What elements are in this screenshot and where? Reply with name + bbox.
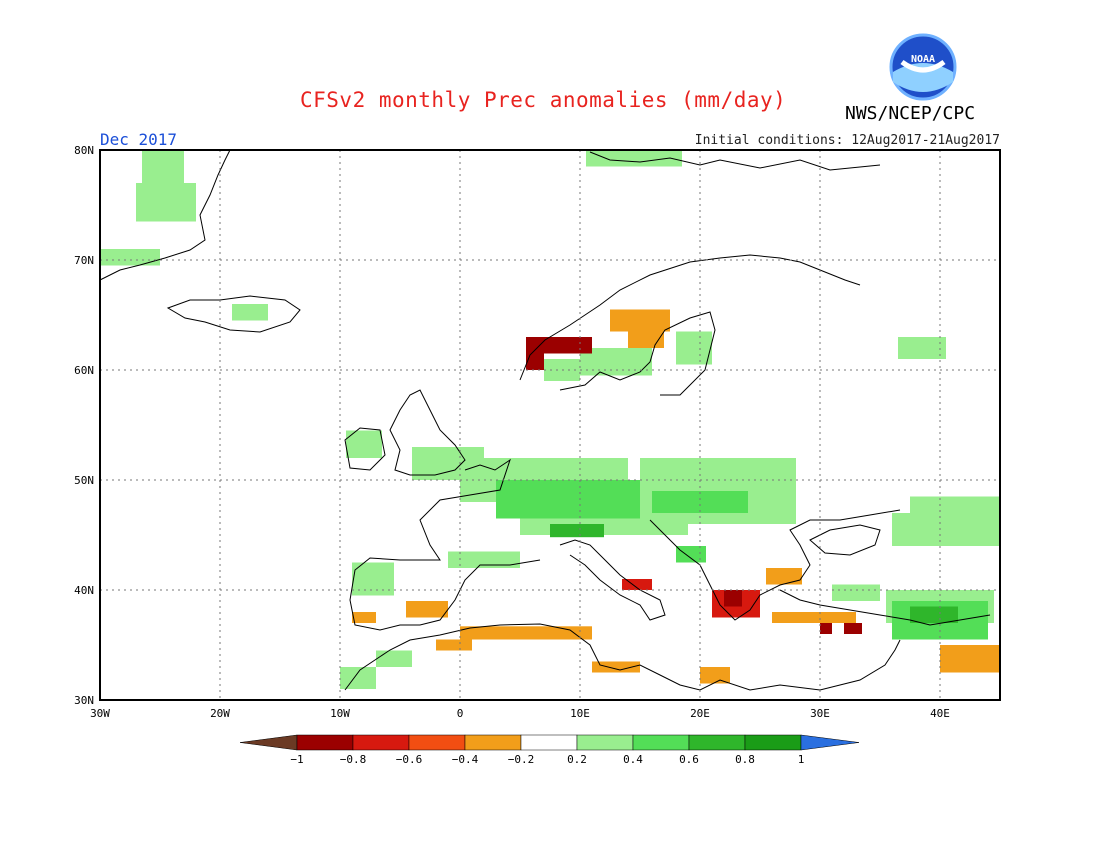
colorbar-bin	[464, 734, 522, 751]
lon-tick-label: 10E	[570, 707, 590, 720]
lat-tick-label: 40N	[74, 584, 94, 597]
anomaly-cell-neg-strong	[724, 590, 742, 607]
coast-scandinavia	[519, 254, 861, 381]
anomaly-cell-pos-weak	[832, 584, 880, 601]
lat-tick-label: 30N	[74, 694, 94, 707]
anomaly-cell-neg-weak	[700, 667, 730, 684]
anomaly-cell-pos-weak	[346, 430, 382, 458]
anomaly-cell-pos-weak	[340, 667, 376, 689]
anomaly-cell-neg-weak	[628, 326, 664, 348]
coast-baltic	[559, 311, 716, 396]
colorbar-bin	[352, 734, 410, 751]
coast-svalbard	[589, 151, 881, 171]
noaa-logo-text: NOAA	[911, 54, 935, 65]
lon-tick-label: 40E	[930, 707, 950, 720]
coast-balkans	[649, 509, 901, 621]
colorbar-tick-label: −0.4	[452, 753, 479, 766]
anomaly-cell-neg-weak	[406, 601, 448, 618]
anomaly-cell-pos-mid	[676, 546, 706, 563]
anomaly-cell-neg-mid	[622, 579, 652, 590]
anomaly-cell-neg-weak	[766, 568, 802, 585]
agency-label: NWS/NCEP/CPC	[845, 103, 976, 124]
anomaly-cell-neg-weak	[460, 626, 592, 640]
anomaly-cell-neg-weak	[940, 645, 1000, 673]
colorbar-legend: −1 −0.8 −0.6 −0.4 −0.2 0.2 0.4 0.6 0.8 1	[239, 734, 860, 766]
figure-title: CFSv2 monthly Prec anomalies (mm/day)	[300, 88, 787, 112]
anomaly-cell-pos-weak	[676, 331, 712, 365]
colorbar-tick-label: −0.2	[508, 753, 535, 766]
colorbar-bin	[576, 734, 634, 751]
map-frame	[99, 149, 1001, 701]
colorbar-tick-label: 0.8	[735, 753, 755, 766]
colorbar-tick-label: 0.6	[679, 753, 699, 766]
anomaly-cell-neg-strong	[844, 623, 862, 634]
anomaly-cell-pos-mid	[652, 491, 748, 513]
lat-tick-label: 70N	[74, 254, 94, 267]
coast-italy	[559, 539, 666, 621]
colorbar-bin	[744, 734, 802, 751]
colorbar-tick-label: 0.2	[567, 753, 587, 766]
coast-north-africa	[344, 623, 901, 691]
anomaly-cell-pos-weak	[142, 150, 184, 183]
colorbar-tick-label: −0.8	[340, 753, 367, 766]
lat-tick-label: 80N	[74, 144, 94, 157]
lon-tick-label: 10W	[330, 707, 350, 720]
lat-tick-label: 50N	[74, 474, 94, 487]
anomaly-cell-neg-strong	[544, 337, 592, 354]
colorbar-bin	[688, 734, 746, 751]
anomaly-cell-pos-weak	[100, 249, 160, 266]
anomaly-cell-neg-strong	[526, 337, 544, 370]
colorbar-tick-label: −1	[290, 753, 303, 766]
anomaly-cell-pos-strong	[910, 606, 958, 623]
coast-france-iberia	[349, 458, 541, 631]
coast-britain	[389, 389, 466, 476]
anomaly-cell-pos-weak	[136, 183, 196, 222]
colorbar-bin	[632, 734, 690, 751]
colorbar-above-triangle	[800, 734, 860, 751]
anomaly-cell-pos-strong	[550, 524, 604, 538]
initial-conditions: Initial conditions: 12Aug2017-21Aug2017	[694, 133, 1000, 148]
lon-tick-label: 20E	[690, 707, 710, 720]
anomaly-cell-pos-weak	[586, 150, 682, 167]
anomaly-cell-pos-weak	[232, 304, 268, 321]
anomaly-cell-neg-strong	[820, 623, 832, 634]
colorbar-bin	[296, 734, 354, 751]
anomaly-cell-pos-mid	[496, 480, 640, 519]
lon-tick-label: 30W	[90, 707, 110, 720]
anomaly-cell-pos-weak	[376, 650, 412, 667]
colorbar-bin	[408, 734, 466, 751]
forecast-period: Dec 2017	[100, 130, 178, 149]
anomaly-cell-neg-weak	[436, 639, 472, 651]
coastlines	[99, 149, 991, 691]
anomaly-cell-neg-weak	[352, 612, 376, 623]
lon-tick-label: 30E	[810, 707, 830, 720]
coast-iceland	[166, 295, 301, 333]
anomaly-cell-pos-weak	[892, 513, 1000, 546]
anomaly-cell-neg-weak	[592, 661, 640, 673]
anomaly-cell-pos-weak	[898, 337, 946, 359]
colorbar-tick-label: 0.4	[623, 753, 643, 766]
lon-tick-label: 0	[457, 707, 464, 720]
coast-ireland	[344, 427, 386, 471]
colorbar-tick-label: −0.6	[396, 753, 423, 766]
anomaly-cell-pos-weak	[448, 551, 520, 568]
colorbar-below-triangle	[239, 734, 298, 751]
lat-tick-label: 60N	[74, 364, 94, 377]
lon-tick-label: 20W	[210, 707, 230, 720]
coast-black-sea	[809, 524, 881, 556]
colorbar-tick-label: 1	[798, 753, 805, 766]
colorbar-bin	[520, 734, 578, 751]
coast-turkey	[779, 589, 991, 626]
noaa-logo: NOAA	[889, 33, 957, 101]
anomaly-cell-neg-weak	[772, 612, 856, 623]
